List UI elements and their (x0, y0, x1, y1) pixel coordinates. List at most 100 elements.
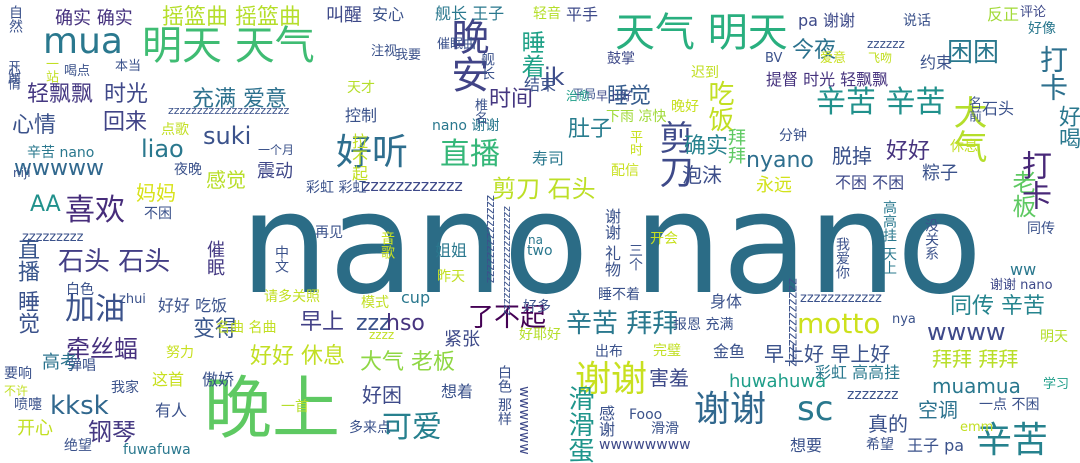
cloud-word: 三个 (627, 243, 643, 271)
cloud-word: 拉不起 (349, 133, 368, 181)
cloud-word: 音歌 (379, 231, 395, 259)
cloud-word: 平时 (627, 130, 642, 156)
cloud-word: hso (386, 311, 425, 336)
cloud-word: 休息 (950, 139, 978, 155)
cloud-word: 牵丝蝠 (66, 335, 138, 363)
cloud-word: 大气 老板 (360, 350, 455, 375)
cloud-word: 真的 (868, 412, 908, 436)
cloud-word: 吃饭 (704, 80, 734, 132)
cloud-word: 好多 (523, 299, 551, 315)
cloud-word: 学习 (1043, 377, 1070, 392)
cloud-word: 本当 (115, 59, 142, 74)
cloud-word: 反正 (987, 5, 1020, 24)
cloud-word: zzzzzzz (847, 387, 899, 403)
cloud-word: 配信 (611, 163, 639, 179)
cloud-word: 喝点 (64, 64, 91, 79)
cloud-word: 晚上 (204, 370, 341, 449)
cloud-word: 害羞 (649, 366, 689, 390)
cloud-word: 彩虹 彩虹 (306, 180, 367, 196)
cloud-word: 绝望 (64, 438, 92, 454)
cloud-word: 傲娇 (202, 370, 235, 389)
cloud-word: 平局 (572, 87, 597, 101)
cloud-word: 彩虹 高高挂 (815, 363, 901, 382)
cloud-word: 天气 明天 (615, 10, 788, 56)
cloud-word: 明天 (1040, 329, 1068, 345)
cloud-word: zzzzzzzzzzzzzzzzzzz (501, 206, 514, 316)
cloud-word: 完璧 (653, 343, 681, 359)
cloud-word: 谢谢 (575, 359, 648, 400)
cloud-word: 钢琴 (88, 418, 136, 446)
cloud-word: 睡觉 (607, 84, 652, 109)
cloud-word: 王子 pa (907, 436, 965, 455)
cloud-word: 早上好 (596, 89, 633, 103)
cloud-word: Fooo (629, 407, 663, 423)
cloud-word: jk (544, 63, 565, 91)
cloud-word: 飞吻 (868, 51, 893, 65)
cloud-word: 模式 (361, 295, 389, 311)
cloud-word: 轻音 (533, 6, 561, 22)
cloud-word: kksk (50, 391, 109, 421)
cloud-word: nano 谢谢 (432, 118, 500, 134)
cloud-word: 注视 (371, 44, 398, 59)
cloud-word: motto (797, 307, 881, 340)
cloud-word: 了不起 (468, 303, 547, 333)
cloud-word: 早上 (300, 310, 345, 335)
cloud-word: 永远 (756, 175, 792, 196)
cloud-word: 没关系 (923, 218, 939, 260)
cloud-word: 叫醒 (326, 5, 362, 26)
cloud-word: 粽子 (922, 163, 958, 184)
cloud-word: wwwww (14, 156, 104, 181)
cloud-word: 姐姐 (435, 241, 468, 260)
cloud-word: 紧张 (444, 329, 480, 350)
cloud-word: 希望 (866, 437, 894, 453)
cloud-word: 名前 (966, 96, 981, 122)
cloud-word: zzzzzzzzzzzzzz (484, 195, 498, 284)
cloud-word: 我要 (395, 48, 422, 63)
cloud-word: 出布 (595, 344, 623, 360)
cloud-word: 开心 (17, 418, 53, 439)
cloud-word: 早上好 早上好 (764, 342, 891, 366)
cloud-word: 变得 (193, 317, 238, 342)
cloud-word: 空调 (918, 398, 958, 422)
cloud-word: 多来点 (349, 420, 391, 436)
cloud-word: 确实 确实 (55, 8, 133, 29)
cloud-word: 好像 (1028, 21, 1056, 37)
cloud-word: 好喝 (1055, 105, 1080, 149)
cloud-word: 白色 那样 (496, 365, 512, 426)
cloud-word: 直播 (440, 137, 500, 172)
cloud-word: 努力 (166, 345, 194, 361)
cloud-word: muamua (932, 374, 1021, 398)
cloud-word: 一点 不困 (979, 397, 1040, 413)
cloud-word: 白色 (66, 282, 94, 298)
cloud-word: 好听 (336, 132, 409, 173)
cloud-word: 舰长 王子 (435, 4, 505, 23)
cloud-word: fuwafuwa (123, 442, 191, 458)
cloud-word: 一首 (281, 399, 309, 415)
cloud-word: zzzzzzzzzzzz (362, 176, 463, 195)
cloud-word: 时光 (104, 82, 149, 107)
cloud-word: emm (960, 420, 994, 435)
cloud-word: 震动 (257, 161, 293, 182)
cloud-word: nyano (746, 148, 814, 173)
cloud-word: 感谢 (596, 405, 615, 437)
cloud-word: 自然 (7, 5, 23, 33)
cloud-word: 晚好 (671, 99, 699, 115)
cloud-word: BV (765, 51, 783, 66)
cloud-word: 同传 辛苦 (950, 294, 1045, 319)
cloud-word: 好好 吃饭 (158, 296, 228, 315)
cloud-word: 椎名 (472, 98, 487, 124)
cloud-word: zzzzzzzzzzzzz (785, 278, 800, 367)
cloud-word: sc (797, 389, 834, 429)
cloud-word: 直播 (14, 238, 39, 282)
cloud-word: 心情 (5, 64, 20, 90)
cloud-word: 好好 休息 (250, 344, 345, 369)
cloud-word: 说话 (903, 13, 931, 29)
cloud-word: 谢谢 (694, 389, 767, 430)
cloud-word: 身体 (710, 292, 743, 311)
cloud-word: 时间 (489, 87, 534, 112)
cloud-word: liao (141, 135, 184, 163)
cloud-word: 要响 (4, 366, 32, 382)
cloud-word: 一站 (43, 57, 58, 83)
cloud-word: 中文 (273, 245, 289, 273)
cloud-word: 鼓掌 (607, 51, 635, 67)
